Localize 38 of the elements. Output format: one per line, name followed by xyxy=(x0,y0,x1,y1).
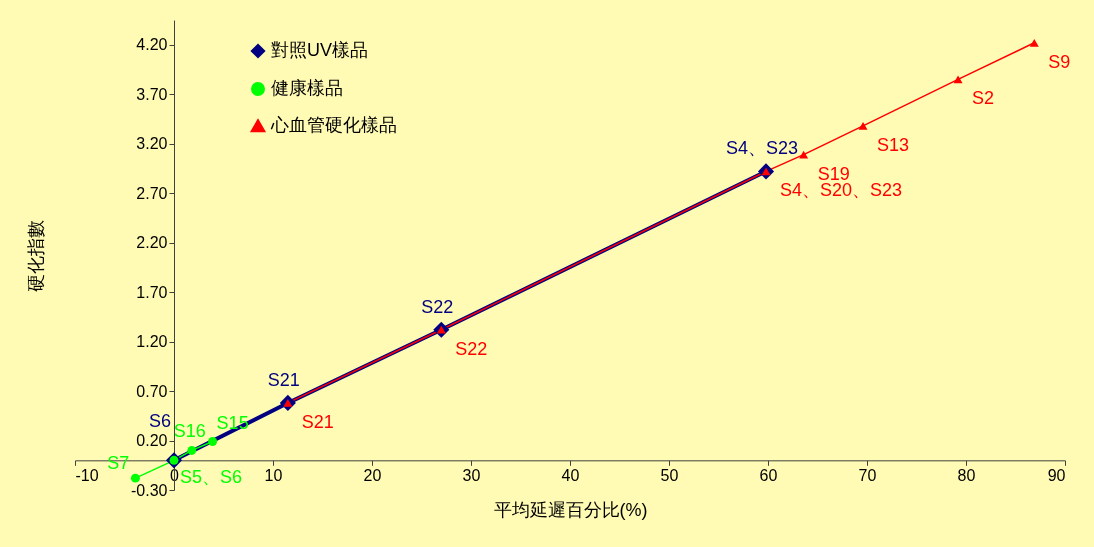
data-label: S4、S23 xyxy=(726,138,799,159)
legend-label: 對照UV樣品 xyxy=(271,40,369,60)
y-axis-title: 硬化指數 xyxy=(26,219,47,292)
y-tick-label: 1.70 xyxy=(136,283,168,301)
data-label: S21 xyxy=(301,411,334,432)
data-label: S5、S6 xyxy=(180,467,243,488)
x-tick-label: -10 xyxy=(75,466,99,484)
data-label: S6 xyxy=(148,411,172,432)
y-tick-label: -0.30 xyxy=(131,481,168,499)
data-label: S16 xyxy=(173,421,206,442)
y-tick-label: 3.70 xyxy=(136,85,168,103)
x-tick-label: 90 xyxy=(1047,466,1066,484)
data-label: S21 xyxy=(267,369,300,390)
data-label: S9 xyxy=(1048,51,1071,72)
data-label: S15 xyxy=(216,412,249,433)
y-tick-label: 3.20 xyxy=(136,135,168,153)
data-label: S13 xyxy=(877,134,910,155)
x-axis-title: 平均延遲百分比(%) xyxy=(493,499,648,520)
data-label: S2 xyxy=(972,88,995,109)
x-tick-label: 80 xyxy=(957,466,976,484)
y-tick-label: 2.20 xyxy=(136,234,168,252)
y-tick-label: 4.20 xyxy=(136,36,168,54)
legend-label: 健康樣品 xyxy=(271,78,343,98)
x-tick-label: 60 xyxy=(759,466,778,484)
x-tick-label: 70 xyxy=(858,466,877,484)
y-tick-label: 0.20 xyxy=(136,432,168,450)
y-tick-label: 2.70 xyxy=(136,184,168,202)
x-tick-label: 10 xyxy=(264,466,283,484)
data-label: S22 xyxy=(421,296,454,317)
x-tick-label: 20 xyxy=(363,466,382,484)
x-tick-label: 50 xyxy=(660,466,679,484)
y-tick-label: 0.70 xyxy=(136,382,168,400)
x-tick-label: 30 xyxy=(462,466,481,484)
legend-label: 心血管硬化樣品 xyxy=(270,115,397,135)
data-label: S7 xyxy=(107,453,130,474)
x-tick-label: 40 xyxy=(561,466,580,484)
data-label: S22 xyxy=(455,338,488,359)
y-tick-label: 1.20 xyxy=(136,333,168,351)
